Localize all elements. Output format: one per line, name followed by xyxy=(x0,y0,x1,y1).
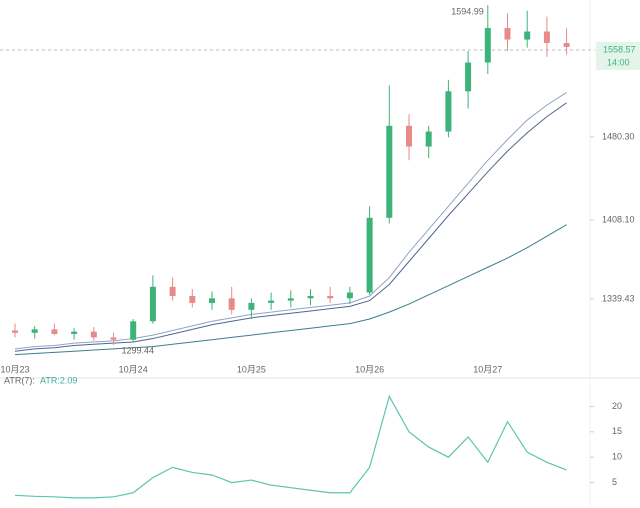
candle-body xyxy=(228,298,235,310)
price-box xyxy=(596,42,640,70)
candle-body xyxy=(51,329,58,334)
current-price: 1558.57 xyxy=(603,44,636,54)
candle-body xyxy=(445,91,452,132)
x-tick-label: 10月23 xyxy=(0,364,29,374)
moving-average xyxy=(14,102,567,352)
y-tick-label: 1339.43 xyxy=(602,293,635,303)
x-tick-label: 10月25 xyxy=(237,364,266,374)
y-tick-label: 15 xyxy=(612,426,622,436)
y-tick-label: 1408.10 xyxy=(602,214,635,224)
candle-body xyxy=(110,337,117,340)
candle-body xyxy=(189,296,196,303)
candle-body xyxy=(543,31,550,44)
low-label: 1299.44 xyxy=(122,345,155,355)
x-tick-label: 10月26 xyxy=(355,364,384,374)
candle-body xyxy=(90,331,97,338)
candle-body xyxy=(484,28,491,63)
y-tick-label: 10 xyxy=(612,452,622,462)
y-tick-label: 20 xyxy=(612,401,622,411)
y-tick-label: 5 xyxy=(612,477,617,487)
candle-body xyxy=(12,330,18,333)
candle-body xyxy=(248,302,255,310)
y-tick-label: 1480.30 xyxy=(602,131,635,141)
candle-body xyxy=(425,131,432,147)
candle-body xyxy=(406,125,412,147)
candle-body xyxy=(307,296,314,299)
high-label: 1594.99 xyxy=(451,6,484,16)
candle-body xyxy=(386,125,393,218)
time-label: 14:00 xyxy=(607,57,630,67)
candle-body xyxy=(524,31,531,40)
candle-body xyxy=(169,286,176,297)
candle-body xyxy=(71,331,78,334)
candle-body xyxy=(327,296,334,299)
moving-average xyxy=(14,224,567,356)
candle-body xyxy=(149,286,156,322)
atr-value: ATR:2.09 xyxy=(40,375,77,385)
atr-line xyxy=(14,394,567,499)
candle-body xyxy=(209,298,215,303)
candle-body xyxy=(130,321,137,340)
candle-body xyxy=(465,62,472,92)
candle-body xyxy=(287,298,294,301)
candle-body xyxy=(563,43,570,47)
x-tick-label: 10月24 xyxy=(119,364,148,374)
candle-body xyxy=(346,292,353,299)
candle-body xyxy=(31,329,38,333)
candle-body xyxy=(504,28,511,40)
candle-body xyxy=(366,217,373,293)
moving-average xyxy=(14,92,567,350)
atr-title: ATR(7): xyxy=(4,375,35,385)
candle-body xyxy=(268,300,275,303)
x-tick-label: 10月27 xyxy=(473,364,502,374)
